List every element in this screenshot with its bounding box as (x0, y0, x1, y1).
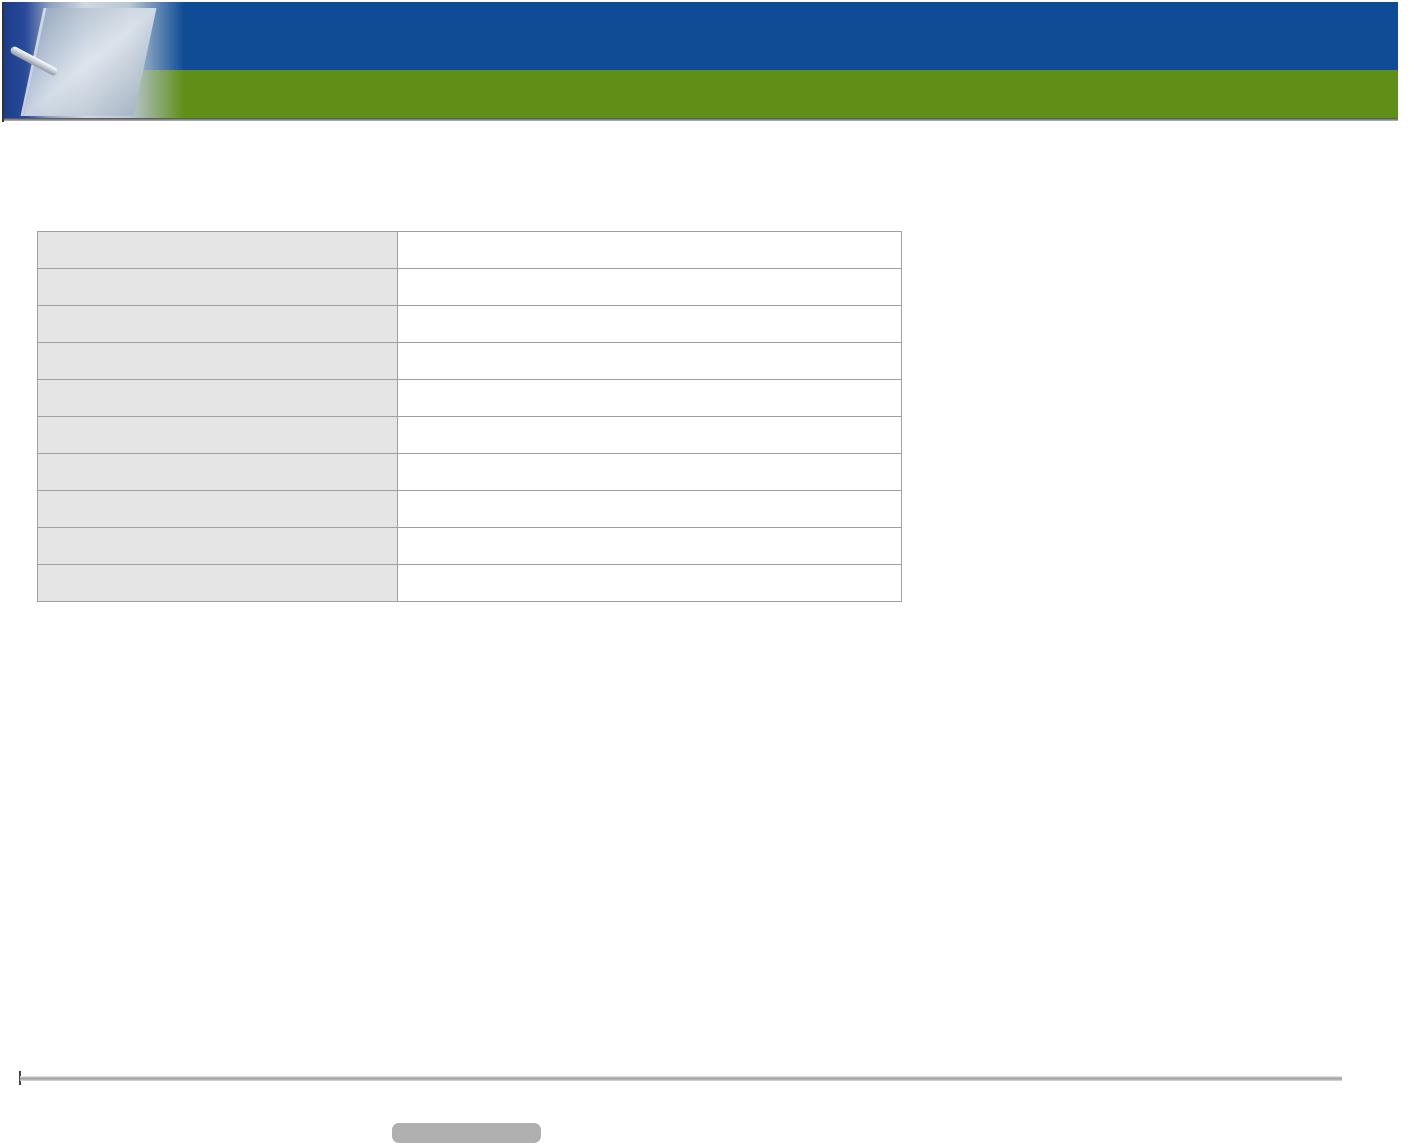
info-table (37, 231, 902, 602)
banner-green-band (4, 70, 1398, 118)
table-row (37, 564, 902, 602)
banner-image (4, 2, 184, 118)
row-value (397, 416, 902, 454)
row-value (397, 564, 902, 602)
row-label (37, 268, 398, 306)
row-label (37, 231, 398, 269)
row-value (397, 268, 902, 306)
banner-blue-band (4, 2, 1398, 70)
footer-divider (20, 1076, 1342, 1081)
row-label (37, 379, 398, 417)
row-label (37, 490, 398, 528)
row-value (397, 453, 902, 491)
table-row (37, 453, 902, 491)
row-label (37, 342, 398, 380)
table-row (37, 379, 902, 417)
row-label (37, 453, 398, 491)
footer-button[interactable] (392, 1123, 541, 1143)
row-label (37, 527, 398, 565)
table-row (37, 342, 902, 380)
banner-shadow (4, 118, 1398, 121)
row-value (397, 342, 902, 380)
row-value (397, 490, 902, 528)
table-row (37, 490, 902, 528)
table-row (37, 416, 902, 454)
header-banner (2, 2, 1398, 122)
table-row (37, 305, 902, 343)
row-value (397, 527, 902, 565)
row-label (37, 416, 398, 454)
row-label (37, 564, 398, 602)
row-label (37, 305, 398, 343)
row-value (397, 305, 902, 343)
row-value (397, 231, 902, 269)
table-row (37, 268, 902, 306)
table-row (37, 231, 902, 269)
row-value (397, 379, 902, 417)
table-row (37, 527, 902, 565)
